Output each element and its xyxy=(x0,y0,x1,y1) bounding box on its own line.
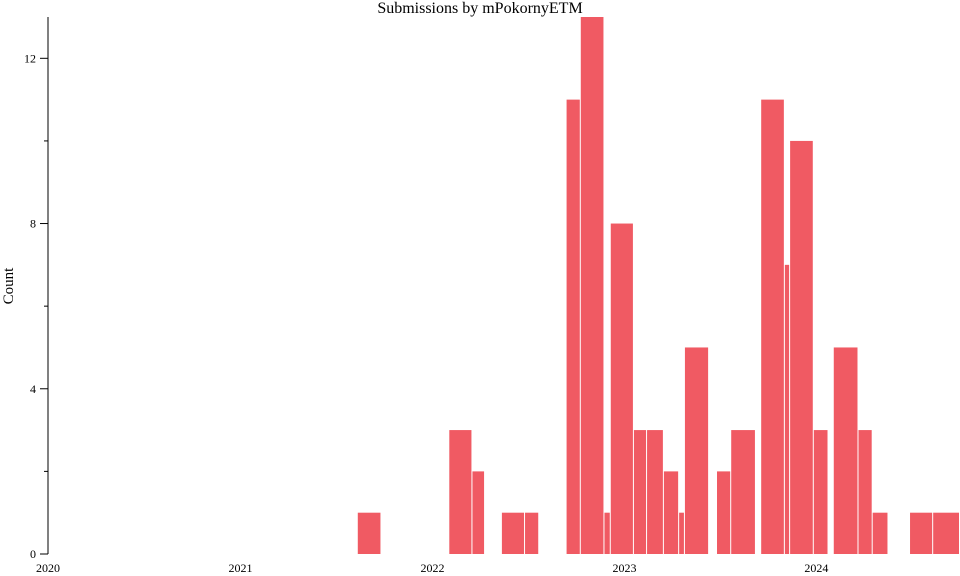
bar-11 xyxy=(663,471,679,554)
bar-3 xyxy=(501,512,525,554)
bar-4 xyxy=(525,512,539,554)
bar-20 xyxy=(833,347,858,554)
bar-12 xyxy=(679,512,684,554)
x-tick-label-2022: 2022 xyxy=(420,561,444,575)
x-tick-label-2021: 2021 xyxy=(228,561,252,575)
y-tick-label-0: 0 xyxy=(30,547,36,561)
bar-5 xyxy=(566,99,580,554)
bar-6 xyxy=(580,17,604,554)
bar-21 xyxy=(858,430,872,554)
x-tick-label-2023: 2023 xyxy=(612,561,636,575)
bar-1 xyxy=(449,430,472,554)
bar-9 xyxy=(633,430,647,554)
bar-7 xyxy=(604,512,610,554)
bar-19 xyxy=(813,430,828,554)
y-axis-label: Count xyxy=(1,267,17,305)
y-tick-label-8: 8 xyxy=(30,217,36,231)
x-tick-label-2020: 2020 xyxy=(36,561,60,575)
bar-15 xyxy=(731,430,755,554)
bar-18 xyxy=(790,140,813,554)
bar-22 xyxy=(872,512,888,554)
axes-group: 0 4 8 12 2020 2021 2022 2023 2024 xyxy=(24,17,828,575)
bar-10 xyxy=(647,430,663,554)
bar-24 xyxy=(933,512,959,554)
bar-2 xyxy=(472,471,485,554)
bar-13 xyxy=(684,347,709,554)
bar-16 xyxy=(761,99,784,554)
x-tick-label-2024: 2024 xyxy=(804,561,828,575)
chart-title: Submissions by mPokornyETM xyxy=(377,0,582,17)
y-tick-label-4: 4 xyxy=(30,382,36,396)
bar-14 xyxy=(717,471,731,554)
bar-0 xyxy=(357,512,381,554)
bars-group xyxy=(357,17,959,555)
bar-23 xyxy=(910,512,933,554)
y-tick-label-12: 12 xyxy=(24,51,36,65)
bar-8 xyxy=(610,223,633,555)
bar-17 xyxy=(784,264,790,554)
